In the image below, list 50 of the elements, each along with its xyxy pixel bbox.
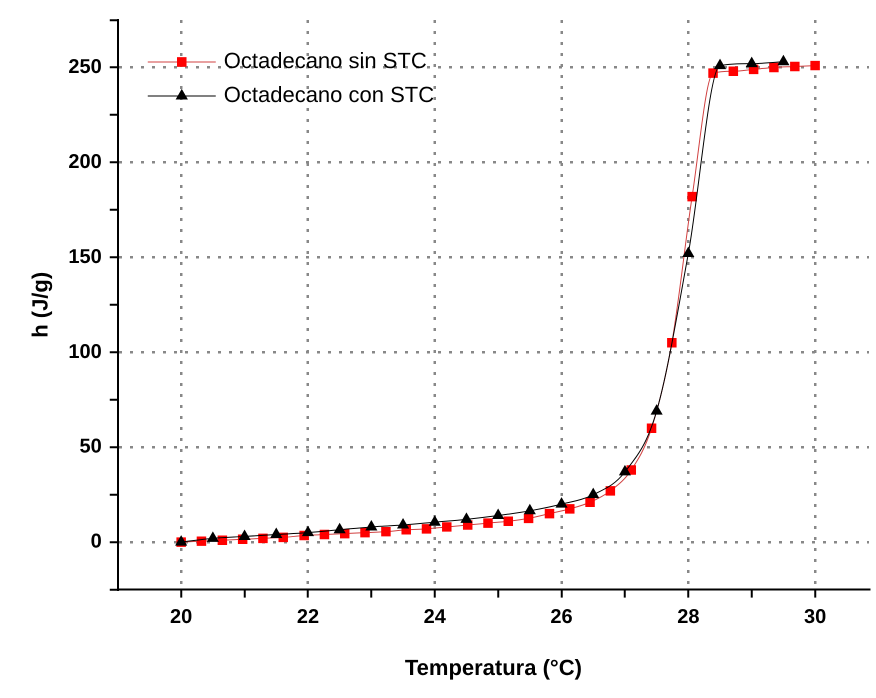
point — [381, 526, 391, 536]
point — [504, 516, 514, 526]
point — [606, 486, 616, 496]
x-tick-label: 20 — [170, 606, 192, 628]
legend-label: Octadecano con STC — [224, 82, 434, 108]
point — [422, 524, 432, 534]
point — [397, 518, 409, 529]
legend-label: Octadecano sin STC — [224, 48, 427, 74]
point — [769, 62, 779, 72]
point — [714, 59, 726, 70]
point — [585, 498, 595, 508]
point — [556, 498, 568, 508]
point — [302, 526, 314, 536]
point — [524, 514, 534, 524]
x-tick-label: 28 — [677, 606, 700, 628]
point — [728, 66, 738, 76]
x-tick-label: 22 — [296, 606, 320, 628]
point — [524, 504, 536, 514]
point — [492, 509, 504, 520]
point — [746, 57, 758, 68]
point — [790, 62, 800, 72]
y-tick-label: 200 — [68, 150, 102, 173]
y-tick-label: 0 — [90, 530, 102, 553]
point — [619, 465, 631, 476]
x-tick-label: 26 — [550, 606, 573, 628]
x-axis-title: Temperatura (°C) — [404, 654, 582, 680]
point — [544, 508, 554, 518]
point — [429, 516, 440, 526]
point — [810, 60, 820, 70]
y-axis-title: h (J/g) — [27, 272, 52, 338]
y-tick-label: 100 — [68, 340, 102, 363]
point — [682, 247, 694, 258]
y-tick-label: 50 — [80, 436, 102, 458]
point — [588, 488, 599, 498]
y-tick-label: 150 — [68, 246, 102, 268]
point — [207, 532, 219, 542]
point — [366, 520, 378, 530]
point — [334, 523, 346, 534]
point — [778, 55, 790, 66]
point — [442, 522, 452, 532]
point — [460, 512, 472, 523]
point — [483, 518, 493, 528]
y-tick-label: 250 — [68, 56, 102, 78]
point — [565, 504, 575, 514]
point — [650, 404, 662, 415]
x-tick-label: 24 — [424, 606, 447, 628]
point — [238, 530, 250, 540]
point — [270, 528, 282, 538]
x-tick-label: 30 — [804, 606, 826, 628]
point — [687, 192, 697, 202]
